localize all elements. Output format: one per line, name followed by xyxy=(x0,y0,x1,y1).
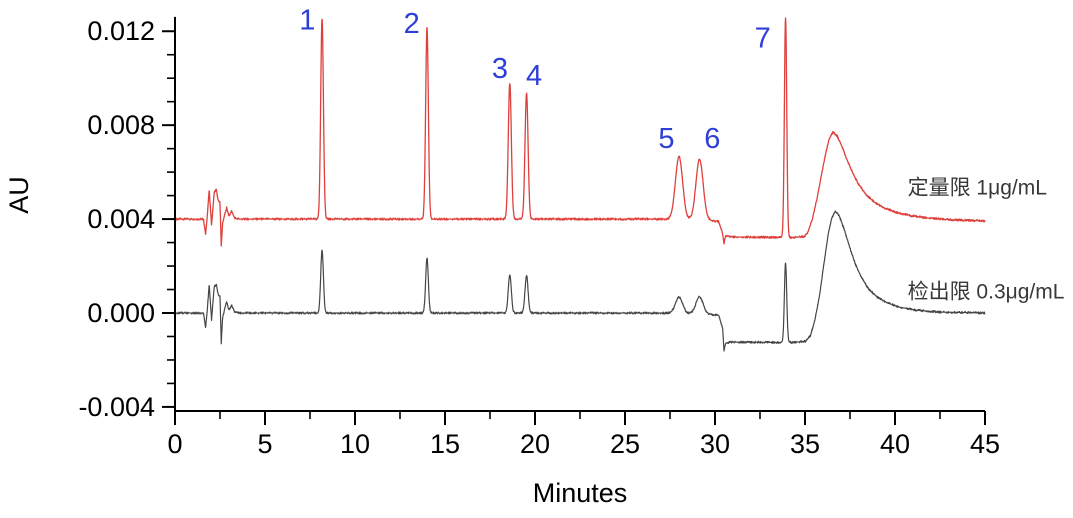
plot-axes xyxy=(174,16,985,413)
peak-number-label: 7 xyxy=(755,22,771,54)
peak-number-label: 2 xyxy=(404,8,420,40)
x-axis-tick-label: 15 xyxy=(430,429,460,459)
y-axis-tick-label: 0.012 xyxy=(87,16,155,46)
annotation-lod: 检出限 0.3μg/mL xyxy=(908,281,1065,304)
trace-lod xyxy=(175,210,986,352)
peak-number-label: 3 xyxy=(492,53,508,85)
x-axis: 0 5 10 15 20 25 30 35 40 45 xyxy=(167,411,1000,459)
x-axis-tick-label: 45 xyxy=(970,429,1000,459)
x-axis-tick-label: 25 xyxy=(610,429,640,459)
annotations: 定量限 1μg/mL 检出限 0.3μg/mL xyxy=(908,177,1065,304)
peak-labels: 1 23 45 67 xyxy=(299,5,771,156)
x-axis-title: Minutes xyxy=(533,478,628,508)
peak-number-label: 4 xyxy=(526,60,542,92)
y-axis-tick-label: 0.000 xyxy=(87,298,155,328)
traces xyxy=(175,17,986,352)
x-axis-tick-label: 5 xyxy=(257,429,272,459)
annotation-loq: 定量限 1μg/mL xyxy=(908,177,1047,200)
x-axis-tick-label: 40 xyxy=(880,429,910,459)
x-axis-tick-label: 10 xyxy=(340,429,370,459)
y-axis: 0.012 0.008 0.004 0.000 -0.004 xyxy=(78,16,175,422)
trace-loq xyxy=(175,17,986,247)
x-axis-tick-label: 0 xyxy=(167,429,182,459)
x-axis-tick-label: 35 xyxy=(790,429,820,459)
y-axis-tick-label: 0.008 xyxy=(87,110,155,140)
peak-number-label: 5 xyxy=(658,123,674,155)
peak-number-label: 1 xyxy=(299,5,315,37)
y-axis-tick-label: -0.004 xyxy=(78,392,155,422)
y-axis-title: AU xyxy=(4,176,34,214)
peak-number-label: 6 xyxy=(704,123,720,155)
y-axis-tick-label: 0.004 xyxy=(87,204,155,234)
x-axis-tick-label: 30 xyxy=(700,429,730,459)
x-axis-tick-label: 20 xyxy=(520,429,550,459)
